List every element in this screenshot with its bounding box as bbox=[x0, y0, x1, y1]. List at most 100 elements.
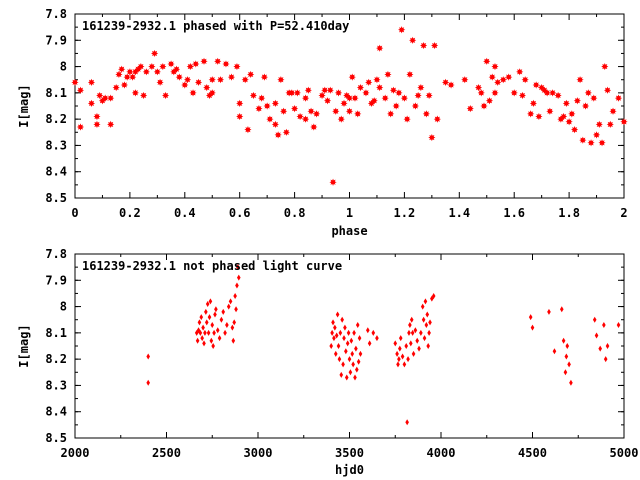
data-point bbox=[516, 68, 524, 76]
data-point bbox=[614, 94, 623, 102]
data-point bbox=[216, 76, 225, 84]
data-point bbox=[348, 369, 353, 376]
data-point bbox=[376, 44, 384, 52]
y-tick-label: 7.9 bbox=[45, 273, 67, 287]
data-point bbox=[568, 110, 576, 118]
data-point bbox=[338, 329, 343, 336]
data-point bbox=[233, 62, 241, 71]
data-point bbox=[255, 105, 263, 113]
data-point bbox=[389, 86, 398, 94]
data-point bbox=[354, 110, 362, 118]
data-point bbox=[567, 361, 571, 368]
data-point bbox=[197, 319, 202, 326]
data-point bbox=[118, 65, 126, 73]
data-point bbox=[354, 345, 358, 352]
data-point bbox=[400, 353, 405, 360]
data-point bbox=[148, 62, 156, 71]
data-point bbox=[293, 89, 301, 97]
y-tick-label: 7.8 bbox=[45, 247, 67, 261]
data-point bbox=[189, 89, 197, 97]
data-point bbox=[605, 343, 610, 349]
data-points bbox=[146, 264, 621, 426]
y-tick-label: 7.9 bbox=[45, 33, 67, 47]
data-point bbox=[428, 133, 436, 142]
data-point bbox=[200, 335, 204, 342]
x-axis-label: hjd0 bbox=[335, 463, 364, 477]
data-point bbox=[107, 120, 115, 128]
data-point bbox=[576, 76, 584, 84]
data-point bbox=[403, 115, 411, 123]
data-point bbox=[609, 107, 617, 115]
data-point bbox=[344, 374, 349, 381]
data-point bbox=[236, 99, 244, 107]
data-point bbox=[564, 353, 569, 360]
data-point bbox=[592, 131, 601, 139]
data-point bbox=[425, 91, 433, 100]
data-point bbox=[244, 126, 252, 134]
data-point bbox=[221, 308, 226, 315]
data-point bbox=[120, 81, 129, 89]
data-point bbox=[356, 84, 365, 92]
data-point bbox=[201, 324, 205, 331]
data-point bbox=[340, 99, 348, 107]
data-point bbox=[131, 89, 139, 97]
plot-frame bbox=[74, 253, 625, 439]
data-point bbox=[235, 282, 239, 289]
data-point bbox=[417, 84, 425, 92]
data-point bbox=[422, 335, 427, 342]
data-point bbox=[161, 91, 170, 100]
data-point bbox=[381, 94, 389, 102]
data-point bbox=[601, 62, 609, 71]
data-point bbox=[321, 86, 329, 94]
data-point bbox=[274, 131, 282, 139]
data-point bbox=[407, 329, 411, 336]
data-point bbox=[370, 97, 378, 105]
data-point bbox=[129, 73, 137, 81]
x-tick-label: 2000 bbox=[61, 446, 90, 460]
data-point bbox=[384, 70, 392, 79]
data-point bbox=[195, 337, 200, 344]
data-point bbox=[219, 316, 224, 323]
data-point bbox=[561, 337, 566, 344]
data-point bbox=[234, 306, 238, 313]
data-point bbox=[395, 89, 403, 97]
data-point bbox=[146, 379, 150, 386]
data-point bbox=[420, 303, 425, 310]
data-point bbox=[288, 89, 296, 97]
x-tick-label: 1.6 bbox=[503, 206, 525, 220]
data-point bbox=[183, 76, 192, 84]
data-point bbox=[350, 350, 355, 357]
data-point bbox=[263, 102, 271, 110]
data-point bbox=[367, 340, 372, 347]
data-point bbox=[421, 316, 426, 323]
data-point bbox=[142, 68, 150, 76]
data-point bbox=[329, 343, 333, 349]
data-point bbox=[494, 78, 502, 86]
x-tick-label: 0.2 bbox=[119, 206, 141, 220]
data-point bbox=[175, 73, 183, 81]
data-point bbox=[208, 89, 216, 97]
data-point bbox=[405, 419, 409, 426]
data-point bbox=[398, 335, 403, 342]
x-tick-label: 3500 bbox=[335, 446, 364, 460]
data-point bbox=[151, 49, 159, 58]
data-point bbox=[198, 329, 203, 336]
data-point bbox=[335, 311, 340, 318]
y-tick-label: 8.4 bbox=[45, 405, 67, 419]
y-axis-label: I[mag] bbox=[17, 84, 31, 127]
data-point bbox=[227, 73, 236, 81]
data-point bbox=[411, 102, 419, 110]
data-point bbox=[318, 91, 326, 100]
data-point bbox=[579, 136, 587, 144]
data-point bbox=[107, 94, 115, 102]
data-point bbox=[431, 41, 439, 50]
data-point bbox=[344, 348, 348, 355]
data-point bbox=[153, 68, 161, 76]
data-point bbox=[351, 94, 359, 102]
data-point bbox=[409, 36, 417, 44]
data-point bbox=[393, 340, 398, 347]
data-point bbox=[76, 123, 85, 131]
data-point bbox=[146, 353, 150, 360]
data-point bbox=[212, 329, 216, 336]
data-point bbox=[167, 60, 175, 68]
